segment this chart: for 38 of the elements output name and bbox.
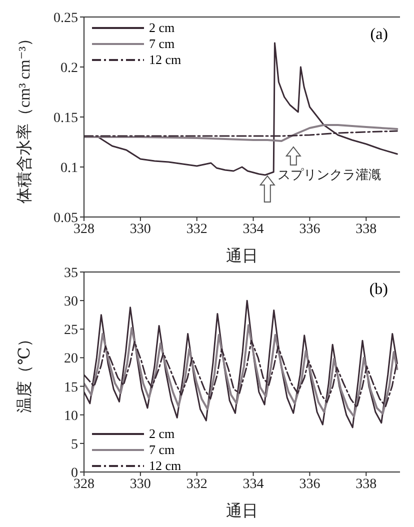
annotation: スプリンクラ灌漑 bbox=[277, 167, 382, 182]
y-tick-label: 0.2 bbox=[60, 60, 78, 76]
x-tick-label: 332 bbox=[186, 222, 208, 237]
y-tick-label: 0.1 bbox=[60, 160, 78, 176]
legend-label: 2 cm bbox=[149, 426, 175, 442]
x-tick-label: 338 bbox=[356, 222, 377, 237]
y-tick-label: 25 bbox=[64, 323, 78, 338]
y-axis-title: 体積含水率（cm³ cm⁻³） bbox=[16, 30, 34, 204]
y-tick-label: 0.25 bbox=[54, 10, 78, 26]
y-tick-label: 15 bbox=[64, 380, 78, 396]
x-tick-label: 332 bbox=[186, 476, 208, 492]
annotation: (a) bbox=[370, 26, 388, 44]
x-tick-label: 334 bbox=[242, 476, 264, 492]
x-tick-label: 336 bbox=[299, 222, 320, 237]
y-tick-label: 20 bbox=[64, 352, 78, 367]
line-series bbox=[84, 324, 398, 418]
x-tick-label: 330 bbox=[130, 222, 151, 237]
y-tick-label: 10 bbox=[64, 408, 78, 424]
y-tick-label: 5 bbox=[71, 437, 78, 452]
x-tick-label: 334 bbox=[242, 222, 264, 237]
line-series bbox=[84, 124, 398, 142]
x-tick-label: 328 bbox=[74, 222, 94, 237]
y-tick-label: 30 bbox=[64, 294, 78, 310]
legend-label: 7 cm bbox=[149, 36, 175, 52]
legend-label: 12 cm bbox=[149, 458, 182, 474]
x-tick-label: 336 bbox=[299, 476, 320, 492]
legend-label: 7 cm bbox=[149, 442, 175, 458]
x-tick-label: 338 bbox=[356, 476, 377, 492]
annotation: (b) bbox=[369, 281, 388, 299]
y-tick-label: 0.15 bbox=[54, 110, 78, 126]
legend-label: 12 cm bbox=[149, 52, 182, 68]
legend-label: 2 cm bbox=[149, 20, 175, 36]
y-axis-title: 温度（℃） bbox=[16, 331, 34, 413]
x-tick-label: 330 bbox=[130, 476, 151, 492]
x-axis-title: 通日 bbox=[226, 502, 258, 520]
y-tick-label: 35 bbox=[64, 266, 78, 281]
x-tick-label: 328 bbox=[74, 476, 94, 492]
x-axis-title: 通日 bbox=[226, 247, 258, 265]
